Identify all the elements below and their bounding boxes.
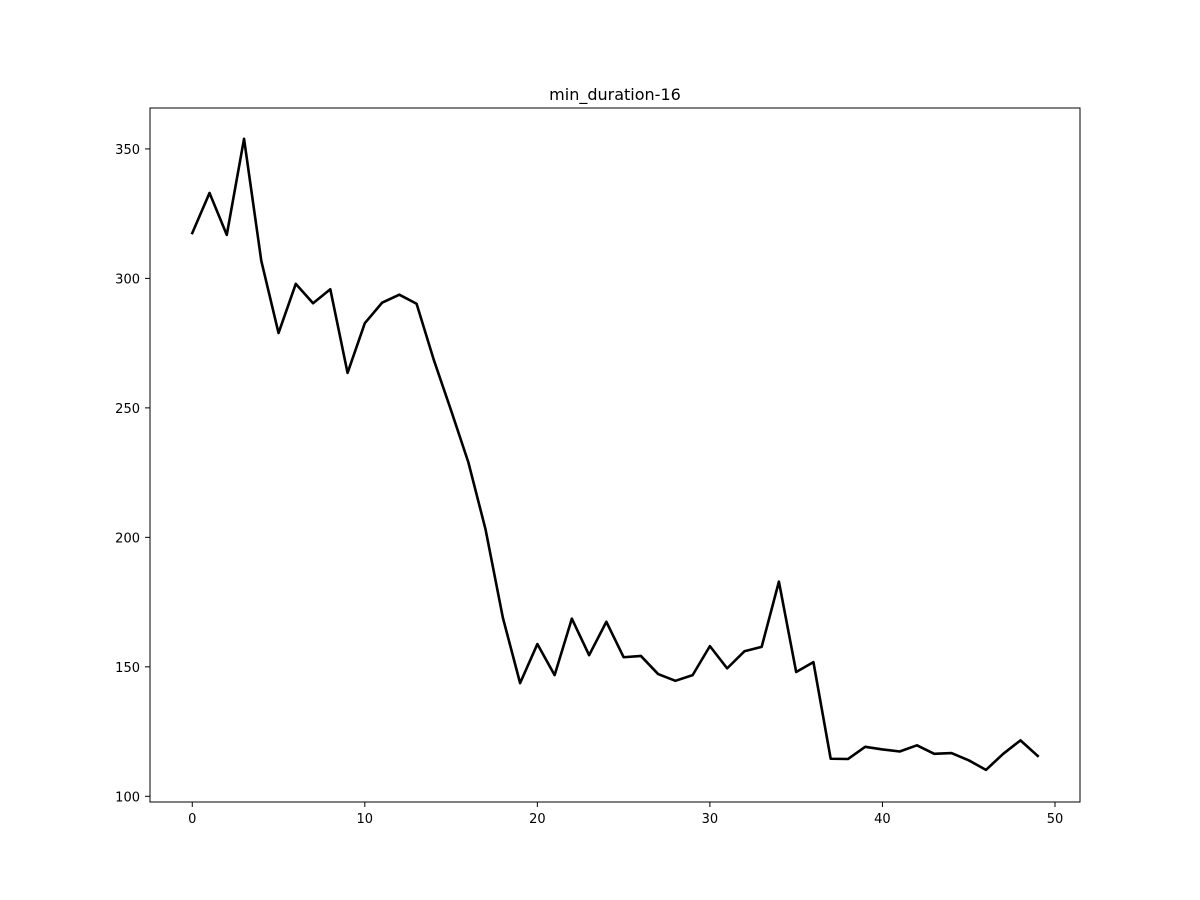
y-tick-label: 150 — [115, 661, 140, 676]
chart-title: min_duration-16 — [549, 85, 681, 105]
y-axis-ticks: 100 150 200 250 300 350 — [115, 143, 150, 805]
y-tick-label: 200 — [115, 531, 140, 546]
x-tick-label: 0 — [188, 812, 196, 827]
series-line-0 — [190, 137, 1040, 772]
x-tick-label: 20 — [529, 812, 546, 827]
x-axis-ticks: 0 10 20 30 40 50 — [188, 802, 1063, 827]
y-tick-label: 300 — [115, 272, 140, 287]
x-tick-label: 10 — [357, 812, 374, 827]
x-tick-label: 30 — [702, 812, 719, 827]
series-layer — [190, 137, 1040, 772]
y-tick-label: 350 — [115, 143, 140, 158]
x-tick-label: 50 — [1047, 812, 1064, 827]
y-tick-label: 100 — [115, 790, 140, 805]
plot-area-frame — [149, 107, 1081, 803]
y-tick-label: 250 — [115, 402, 140, 417]
x-tick-label: 40 — [874, 812, 891, 827]
